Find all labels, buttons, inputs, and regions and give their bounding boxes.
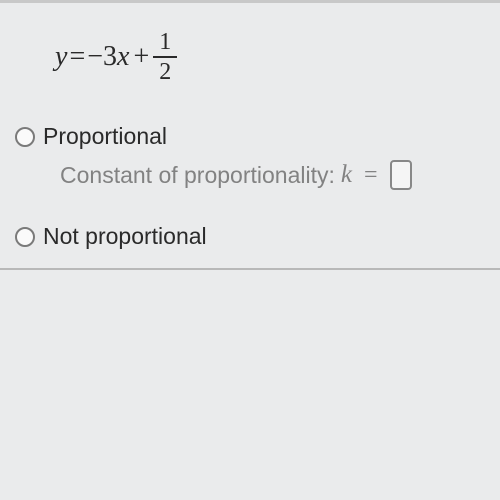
option-not-proportional[interactable]: Not proportional [15,223,207,250]
option-proportional-label: Proportional [43,123,167,150]
fraction-denominator: 2 [153,58,177,84]
equation-lhs: y [55,41,67,73]
radio-not-proportional[interactable] [15,227,35,247]
option-not-proportional-label: Not proportional [43,223,207,250]
equation-fraction: 1 2 [153,30,177,84]
equation-coef: 3 [103,41,117,73]
equation-sign: − [87,41,103,73]
proportionality-text: Constant of proportionality: [60,162,335,189]
fraction-numerator: 1 [153,30,177,58]
proportionality-constant-row: Constant of proportionality: k = [60,160,412,190]
equation-var: x [117,41,129,73]
k-variable: k [341,161,352,189]
equation-eq: = [69,41,85,73]
option-proportional[interactable]: Proportional [15,123,167,150]
radio-proportional[interactable] [15,127,35,147]
equation-op: + [133,41,149,73]
equation-display: y = − 3 x + 1 2 [55,30,177,84]
k-equals: = [364,162,378,189]
top-border [0,0,500,3]
section-divider [0,268,500,270]
k-value-input[interactable] [390,160,412,190]
